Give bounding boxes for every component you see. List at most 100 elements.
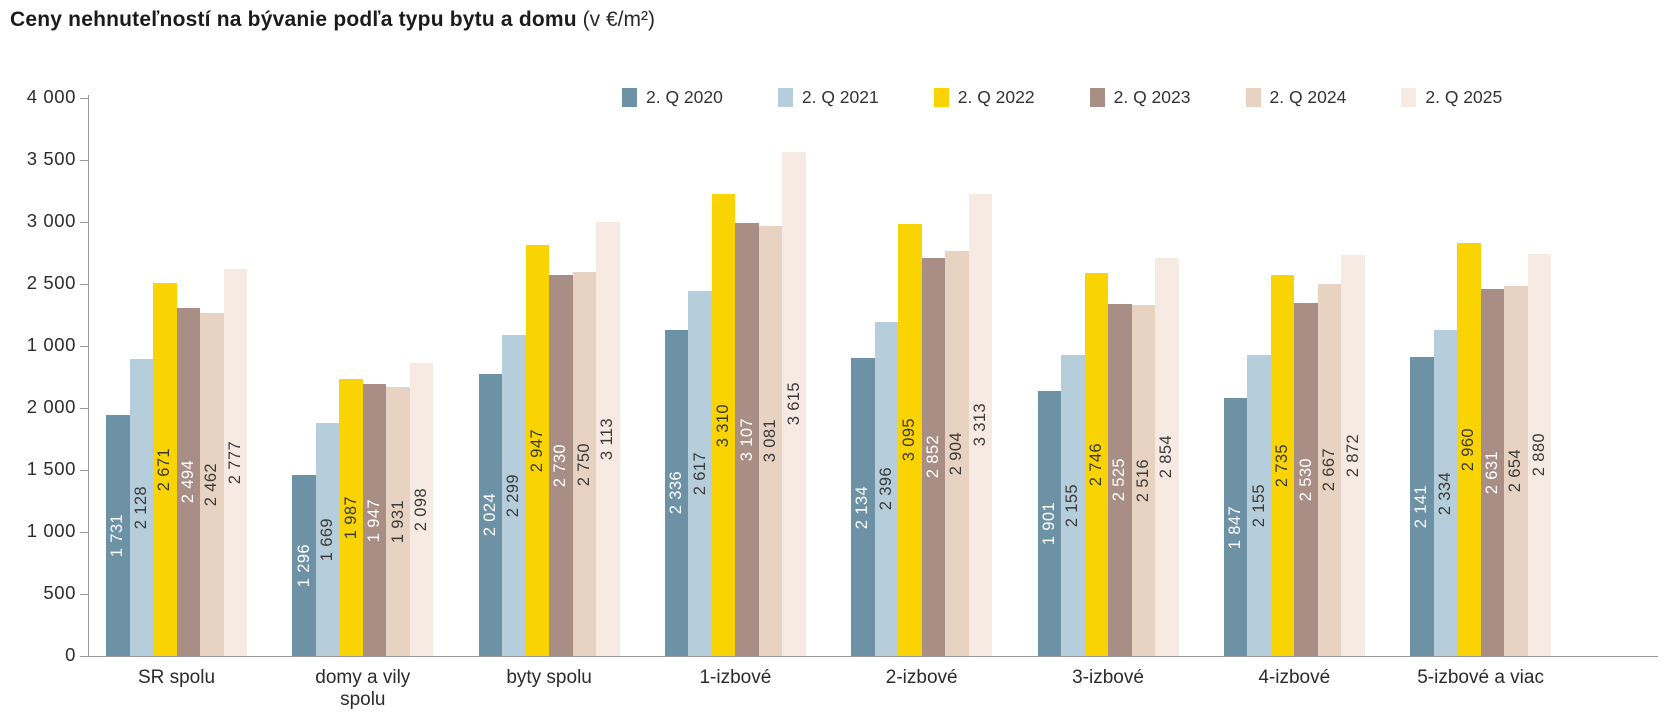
bar: 1 669: [315, 423, 340, 656]
bar: 3 107: [735, 222, 759, 656]
bar: 1 847: [1223, 398, 1248, 656]
bar-value-label: 1 901: [1039, 501, 1058, 546]
bar: 2 631: [1480, 289, 1505, 656]
y-tick-label: 0: [65, 644, 76, 665]
legend-item-2-q-2024: 2. Q 2024: [1245, 87, 1347, 108]
bar: 2 098: [409, 363, 434, 656]
bar: 3 113: [596, 221, 620, 656]
bar-value-label: 2 617: [690, 451, 709, 496]
bar: 1 947: [362, 384, 387, 656]
bar-value-label: 1 731: [108, 513, 127, 557]
bar-value-label: 2 667: [1320, 448, 1339, 492]
legend-swatch: [1245, 88, 1261, 107]
bar-value-label: 2 462: [202, 462, 221, 506]
chart-title: Ceny nehnuteľností na bývanie podľa typu…: [10, 8, 655, 32]
category-label: 5-izbové a viac: [1417, 667, 1544, 688]
bar: 2 494: [176, 308, 200, 656]
bar: 2 880: [1527, 254, 1552, 656]
legend-label: 2. Q 2024: [1269, 87, 1347, 107]
bar-value-label: 2 872: [1343, 434, 1362, 478]
bar-value-label: 2 155: [1249, 484, 1268, 528]
bar-value-label: 3 113: [598, 417, 617, 460]
y-tick-mark: [80, 160, 88, 161]
bar: 2 396: [874, 321, 899, 656]
bar-value-label: 2 098: [412, 488, 431, 532]
bar-value-label: 2 750: [574, 442, 593, 486]
bar-value-label: 2 334: [1435, 471, 1454, 515]
legend-swatch: [933, 88, 949, 107]
bar-value-label: 3 313: [970, 403, 989, 447]
y-tick-mark: [80, 532, 88, 533]
bar-value-label: 2 904: [947, 431, 966, 476]
bar: 2 671: [153, 283, 177, 656]
legend-label: 2. Q 2020: [646, 87, 723, 107]
bar-value-label: 3 310: [714, 403, 733, 447]
y-tick-label: 1 500: [26, 458, 76, 479]
bar: 3 313: [968, 193, 993, 656]
bar: 2 155: [1247, 355, 1271, 656]
category-label: 2-izbové: [885, 667, 958, 688]
bar: 2 336: [664, 330, 689, 656]
y-tick-label: 3 000: [26, 210, 76, 231]
bar-value-label: 2 141: [1412, 485, 1431, 529]
legend-item-2-q-2023: 2. Q 2023: [1089, 87, 1191, 108]
bar-value-label: 2 525: [1110, 458, 1129, 502]
bar-value-label: 2 880: [1529, 433, 1548, 477]
bar-value-label: 1 987: [341, 495, 360, 540]
bar-value-label: 1 931: [388, 499, 407, 543]
y-tick-label: 3 500: [26, 148, 76, 169]
bar: 2 904: [945, 250, 969, 656]
bar: 2 462: [200, 312, 224, 656]
bar-value-label: 1 947: [365, 498, 384, 542]
bar-value-label: 2 735: [1273, 443, 1292, 487]
legend-swatch: [777, 88, 793, 107]
bar: 2 654: [1504, 285, 1528, 656]
bar-value-label: 2 730: [551, 443, 570, 488]
y-tick-mark: [80, 470, 88, 471]
y-tick-label: 500: [43, 582, 76, 603]
bar: 2 667: [1317, 284, 1342, 656]
bar: 3 310: [711, 194, 736, 656]
legend-item-2-q-2021: 2. Q 2021: [777, 87, 879, 108]
bar: 2 852: [921, 258, 946, 656]
bar-group: 1 296 1 669 1 987 1 947 1 931 2 098: [292, 98, 434, 656]
bar-group: 1 847 2 155 2 735 2 530 2 667 2 872: [1223, 98, 1365, 656]
y-tick-label: 1 000: [26, 334, 76, 355]
bar-value-label: 1 669: [318, 517, 337, 562]
y-tick-label: 2 500: [26, 272, 76, 293]
bar: 3 615: [782, 151, 806, 656]
bar: 2 617: [688, 290, 712, 656]
bar-value-label: 2 336: [667, 471, 686, 515]
bar: 2 750: [572, 272, 597, 656]
bar-value-label: 3 095: [900, 418, 919, 462]
bar: 2 334: [1433, 330, 1458, 656]
bar: 1 731: [106, 414, 130, 656]
legend-label: 2. Q 2022: [957, 87, 1035, 107]
category-label: 1-izbové: [699, 667, 772, 688]
category-label: domy a vily spolu: [315, 667, 411, 710]
bar-group: 1 731 2 128 2 671 2 494 2 462 2 777: [106, 98, 247, 656]
bar: 2 735: [1270, 274, 1295, 656]
bar: 1 987: [339, 378, 363, 656]
legend-swatch: [1089, 88, 1105, 107]
y-tick-label: 1 000: [26, 520, 76, 541]
bar: 2 024: [478, 373, 503, 656]
category-label: byty spolu: [506, 667, 592, 688]
bar: 2 155: [1061, 355, 1085, 656]
bar: 2 128: [129, 359, 153, 656]
bar: 2 854: [1155, 257, 1179, 656]
bar: 1 901: [1037, 390, 1061, 656]
bar-group: 2 141 2 334 2 960 2 631 2 654 2 880: [1410, 98, 1552, 656]
legend-label: 2. Q 2021: [801, 87, 879, 107]
category-label: 4-izbové: [1258, 667, 1331, 688]
y-tick-mark: [80, 594, 88, 595]
chart-title-text: Ceny nehnuteľností na bývanie podľa typu…: [10, 8, 577, 31]
bar: 2 777: [223, 268, 247, 656]
y-tick-mark: [80, 346, 88, 347]
y-axis-line: [88, 95, 89, 656]
bar: 3 081: [758, 226, 783, 656]
bar-group: 2 336 2 617 3 310 3 107 3 081 3 615: [664, 98, 806, 656]
bar: 2 530: [1294, 303, 1318, 656]
legend: 2. Q 2020 2. Q 2021 2. Q 2022 2. Q 2023 2. Q…: [622, 87, 1502, 108]
bar-value-label: 3 615: [784, 382, 803, 426]
